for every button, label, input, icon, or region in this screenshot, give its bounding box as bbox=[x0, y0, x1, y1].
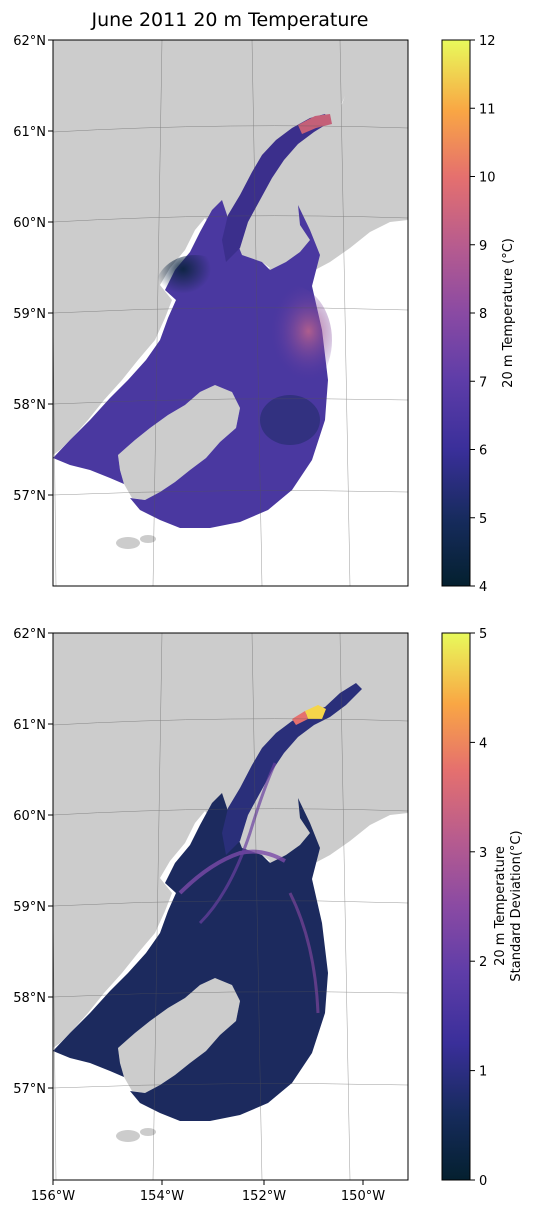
colorbar-tick-label: 1 bbox=[479, 1065, 487, 1080]
lon-tick-labels: 156°W 154°W 152°W 150°W bbox=[31, 1180, 385, 1204]
map-panel-std-deviation: 62°N 61°N 60°N 59°N 58°N 57°N 156°W 154°W 152°W… bbox=[13, 627, 524, 1204]
colorbar-tick-label: 4 bbox=[479, 736, 487, 751]
lat-tick-label: 58°N bbox=[13, 991, 46, 1006]
temperature-field-inlet bbox=[222, 114, 330, 262]
std-hotspot-edge bbox=[292, 711, 308, 725]
temperature-cold-region bbox=[260, 395, 320, 445]
lat-tick-label: 61°N bbox=[13, 718, 46, 733]
temperature-cold-region bbox=[155, 255, 235, 325]
lat-tick-label: 59°N bbox=[13, 307, 46, 322]
lat-tick-label: 59°N bbox=[13, 900, 46, 915]
std-streak bbox=[198, 762, 277, 925]
lon-tick-label: 150°W bbox=[341, 1189, 385, 1204]
std-streak bbox=[178, 849, 286, 895]
colorbar-tick-label: 7 bbox=[479, 375, 487, 390]
chart-title: June 2011 20 m Temperature bbox=[91, 9, 369, 31]
lat-tick-label: 60°N bbox=[13, 809, 46, 824]
graticule bbox=[53, 40, 408, 586]
colorbar-label-line2: Standard Deviation(°C) bbox=[509, 830, 524, 981]
temperature-warm-region bbox=[248, 285, 332, 395]
colorbar-std-deviation: 0 1 2 3 4 5 20 m Temperature Standard Deviati… bbox=[441, 627, 524, 1189]
island-small bbox=[116, 1130, 140, 1142]
island-small bbox=[140, 1128, 156, 1136]
island-small bbox=[116, 537, 140, 549]
colorbar-label-line1: 20 m Temperature bbox=[493, 846, 508, 966]
colorbar-tick-label: 6 bbox=[479, 444, 487, 459]
std-streak bbox=[288, 892, 320, 1014]
colorbar-ticks: 0 1 2 3 4 5 bbox=[470, 627, 487, 1189]
colorbar-ticks: 4 5 6 7 8 9 10 11 12 bbox=[470, 34, 496, 595]
lat-tick-label: 62°N bbox=[13, 627, 46, 642]
colorbar-tick-label: 8 bbox=[479, 307, 487, 322]
colorbar-tick-label: 0 bbox=[479, 1174, 487, 1189]
lon-tick-label: 154°W bbox=[140, 1189, 184, 1204]
island-small bbox=[140, 535, 156, 543]
colorbar-tick-label: 9 bbox=[479, 239, 487, 254]
lon-tick-label: 152°W bbox=[242, 1189, 286, 1204]
colorbar-tick-label: 10 bbox=[479, 171, 496, 186]
colorbar-tick-label: 4 bbox=[479, 580, 487, 595]
lat-tick-label: 61°N bbox=[13, 125, 46, 140]
std-hotspot bbox=[305, 705, 326, 719]
lon-tick-label: 156°W bbox=[31, 1189, 75, 1204]
colorbar-gradient bbox=[441, 39, 471, 587]
lat-tick-label: 57°N bbox=[13, 489, 46, 504]
colorbar-gradient bbox=[441, 632, 471, 1181]
colorbar-temperature: 4 5 6 7 8 9 10 11 12 20 m Temperature (°C) bbox=[441, 34, 516, 595]
lat-tick-label: 62°N bbox=[13, 34, 46, 49]
colorbar-tick-label: 2 bbox=[479, 955, 487, 970]
colorbar-tick-label: 5 bbox=[479, 512, 487, 527]
lat-tick-labels: 62°N 61°N 60°N 59°N 58°N 57°N bbox=[13, 627, 53, 1097]
lat-tick-label: 60°N bbox=[13, 216, 46, 231]
map-panel-temperature: June 2011 20 m Temperature bbox=[13, 9, 516, 595]
colorbar-label: 20 m Temperature (°C) bbox=[501, 238, 516, 388]
temperature-hotspot bbox=[298, 114, 332, 134]
lat-tick-labels: 62°N 61°N 60°N 59°N 58°N 57°N bbox=[13, 34, 53, 504]
lat-tick-label: 58°N bbox=[13, 398, 46, 413]
colorbar-tick-label: 5 bbox=[479, 627, 487, 642]
lat-tick-label: 57°N bbox=[13, 1082, 46, 1097]
std-field-inlet bbox=[222, 683, 362, 855]
colorbar-tick-label: 11 bbox=[479, 102, 496, 117]
colorbar-tick-label: 12 bbox=[479, 34, 496, 49]
graticule bbox=[53, 633, 408, 1180]
island-kodiak bbox=[118, 978, 240, 1093]
colorbar-tick-label: 3 bbox=[479, 846, 487, 861]
island-kodiak bbox=[118, 385, 240, 500]
